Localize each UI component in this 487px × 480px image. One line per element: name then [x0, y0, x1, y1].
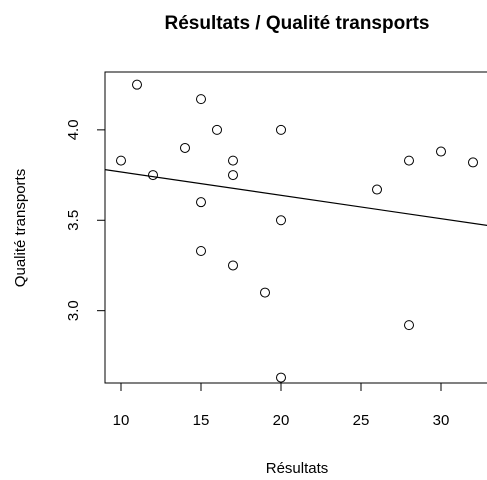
chart-title: Résultats / Qualité transports [164, 13, 429, 34]
y-axis-label: Qualité transports [12, 169, 29, 287]
data-point [148, 170, 158, 181]
data-point [196, 246, 206, 257]
y-tick-label: 3.5 [65, 210, 82, 231]
data-point [132, 79, 142, 90]
data-point [212, 124, 222, 135]
data-point [276, 372, 286, 383]
y-axis: 3.0 3.5 4.0 [65, 119, 106, 321]
data-point [196, 197, 206, 208]
data-point [372, 184, 382, 195]
data-point [276, 124, 286, 135]
x-tick-label: 30 [433, 412, 450, 429]
data-point [404, 155, 414, 166]
data-point [260, 287, 270, 298]
data-point [468, 157, 478, 168]
x-axis-label: Résultats [266, 460, 329, 477]
data-point [436, 146, 446, 157]
data-point [116, 155, 126, 166]
data-points [116, 79, 478, 383]
regression-line [104, 169, 487, 227]
x-tick-label: 15 [193, 412, 210, 429]
data-point [228, 260, 238, 271]
data-point [228, 155, 238, 166]
x-tick-label: 20 [273, 412, 290, 429]
data-point [228, 170, 238, 181]
y-tick-label: 4.0 [65, 119, 82, 140]
data-point [180, 142, 190, 153]
data-point [404, 320, 414, 331]
plot-frame [104, 71, 487, 384]
x-tick-label: 25 [353, 412, 370, 429]
y-tick-label: 3.0 [65, 300, 82, 321]
x-tick-label: 10 [113, 412, 130, 429]
x-axis: 10 15 20 25 30 [113, 382, 450, 429]
data-point [196, 94, 206, 105]
data-point [276, 215, 286, 226]
